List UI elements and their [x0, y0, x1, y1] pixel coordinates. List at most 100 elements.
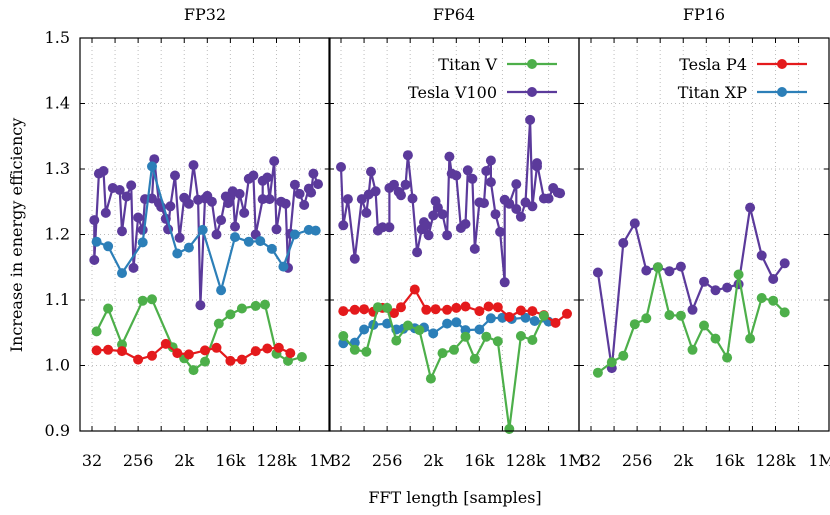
data-point [384, 222, 395, 233]
x-tick-label: 2k [423, 451, 443, 470]
data-point [543, 193, 554, 204]
data-point [527, 201, 538, 212]
data-point [768, 295, 779, 306]
data-point [389, 179, 399, 190]
data-point [147, 161, 157, 172]
data-point [255, 236, 266, 247]
data-point [349, 344, 360, 355]
data-point [504, 312, 515, 322]
data-point [257, 194, 268, 205]
data-point [188, 365, 199, 376]
data-point [515, 305, 526, 316]
y-axis-label: Increase in energy efficiency [7, 118, 26, 353]
data-point [313, 179, 323, 190]
legend-label: Tesla P4 [679, 55, 747, 74]
x-axis-label: FFT length [samples] [368, 488, 541, 507]
data-point [183, 242, 194, 253]
data-point [172, 248, 183, 259]
data-point [687, 344, 698, 355]
data-point [400, 179, 411, 190]
data-point [211, 342, 222, 353]
x-tick-label: 16k [464, 451, 494, 470]
data-point [460, 219, 471, 229]
data-point [338, 331, 349, 341]
data-point [114, 185, 125, 195]
data-point [278, 261, 289, 272]
data-point [225, 309, 236, 320]
x-tick-label: 1M [558, 451, 585, 470]
x-tick-label: 128k [755, 451, 796, 470]
data-point [91, 236, 102, 247]
data-point [197, 224, 208, 235]
data-point [525, 114, 536, 125]
x-tick-label: 16k [714, 451, 744, 470]
data-point [389, 308, 399, 319]
data-point [675, 310, 686, 321]
x-tick-label: 2k [673, 451, 693, 470]
data-point [768, 274, 779, 284]
data-point [239, 207, 250, 218]
data-point [481, 166, 492, 176]
data-point [437, 209, 448, 220]
data-point [409, 284, 420, 295]
data-point [236, 303, 247, 314]
data-point [372, 302, 383, 313]
data-point [183, 198, 194, 209]
data-point [299, 200, 310, 210]
data-point [137, 295, 148, 306]
data-point [479, 198, 489, 209]
data-point [606, 357, 617, 368]
data-point [412, 247, 423, 258]
data-point [733, 269, 744, 280]
frame-layer [79, 37, 830, 432]
data-point [710, 333, 721, 344]
data-point [562, 308, 572, 319]
data-point [538, 310, 549, 321]
data-point [779, 307, 790, 318]
x-tick-label: 128k [256, 451, 297, 470]
data-point [402, 320, 413, 331]
data-point [262, 343, 273, 354]
data-point [451, 170, 462, 181]
data-point [722, 282, 733, 293]
data-point [248, 170, 259, 181]
data-point [699, 276, 709, 287]
data-point [529, 316, 540, 326]
data-point [499, 277, 510, 288]
data-point [485, 155, 496, 166]
data-point [504, 198, 515, 209]
data-point [555, 188, 566, 199]
data-point [779, 258, 790, 269]
y-tick-label: 1.3 [45, 159, 70, 178]
data-point [172, 348, 183, 359]
data-point [188, 160, 199, 171]
data-point [745, 202, 756, 213]
data-point [423, 230, 434, 241]
legend-marker [527, 87, 537, 97]
legend-marker [527, 59, 537, 69]
data-point [664, 266, 675, 277]
data-point [474, 324, 485, 335]
data-point [485, 177, 496, 188]
data-point [756, 250, 767, 261]
data-point [618, 350, 629, 361]
data-point [234, 188, 245, 199]
data-point [592, 367, 603, 378]
x-tick-label: 32 [331, 451, 351, 470]
data-point [361, 207, 372, 218]
data-point [264, 194, 275, 205]
y-tick-label: 0.9 [45, 421, 70, 440]
panel-title: FP16 [683, 5, 725, 24]
data-point [421, 304, 432, 315]
data-point [618, 238, 629, 248]
data-point [629, 319, 640, 330]
data-point [527, 306, 538, 317]
x-tick-label: 16k [215, 451, 245, 470]
data-point [492, 302, 503, 313]
data-point [407, 193, 418, 204]
data-point [271, 224, 282, 235]
data-point [377, 222, 388, 233]
x-tick-label: 1M [309, 451, 336, 470]
data-point [515, 331, 526, 341]
data-point [451, 302, 462, 313]
